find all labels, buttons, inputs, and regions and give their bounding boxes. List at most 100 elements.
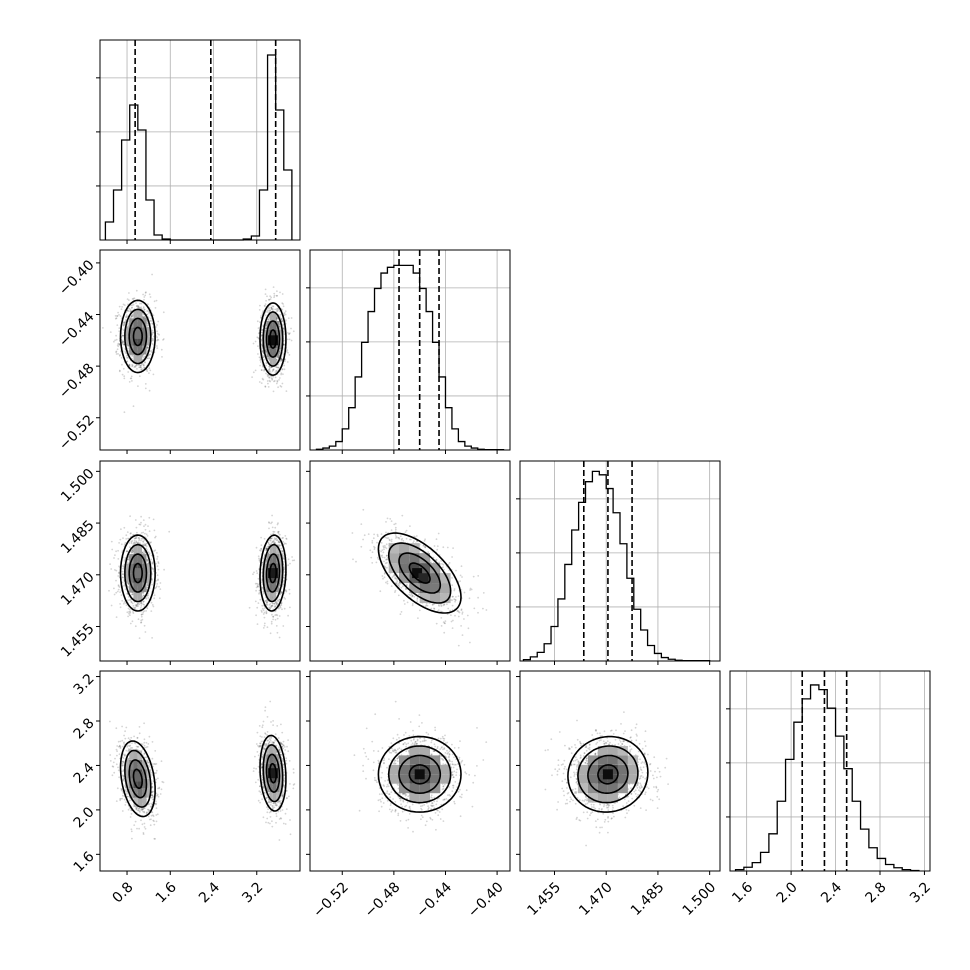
sample-point [135,289,138,292]
density-cell [133,336,138,346]
density-cell [124,573,130,583]
sample-point [265,372,267,375]
sample-point [281,319,283,322]
sample-point [154,763,157,766]
sample-point [155,586,158,589]
sample-point [116,324,119,326]
sample-point [275,613,278,616]
sample-point [151,567,154,569]
sample-point [265,549,268,551]
sample-point [118,542,120,544]
sample-point [143,315,146,318]
density-cell [137,544,143,555]
sample-point [114,315,117,317]
sample-point [155,803,157,806]
sample-point [258,591,261,594]
sample-point [122,757,125,759]
sample-point [261,583,264,586]
sample-point [127,737,130,740]
sample-point [158,333,161,336]
sample-point [158,585,160,588]
density-peak-cell [132,328,143,339]
sample-point [137,385,139,387]
sample-point [264,385,267,388]
sample-point [122,566,125,568]
sample-point [275,537,278,540]
sample-point [258,559,261,561]
sample-point [140,621,143,624]
sample-point [123,321,126,323]
sample-point [109,760,112,762]
sample-point [282,540,284,543]
sample-point [137,306,140,309]
density-cell [273,554,277,564]
sample-point [272,368,275,371]
sample-point [133,735,136,738]
sample-point [277,356,280,359]
sample-point [273,296,275,299]
sample-point [151,333,154,336]
sample-point [131,315,134,318]
sample-point [117,588,120,591]
sample-point [252,342,255,345]
sample-point [138,539,141,542]
sample-point [274,526,277,529]
sample-point [260,609,263,612]
sample-point [285,589,288,592]
sample-point [127,582,129,585]
sample-point [162,339,164,341]
sample-point [122,329,125,331]
sample-point [138,603,141,606]
density-cell [133,554,138,564]
sample-point [254,582,257,585]
sample-point [153,823,156,826]
contour-line [124,308,152,365]
sample-point [116,348,119,351]
sample-point [155,772,158,774]
sample-point [127,357,129,359]
sample-point [261,604,264,607]
sample-point [269,309,272,312]
sample-point [260,568,263,571]
sample-point [266,375,269,378]
density-cell [263,573,267,583]
sample-point [281,320,284,322]
sample-point [122,745,124,748]
sample-point [134,608,136,610]
sample-point [128,611,130,613]
contour-line [132,562,144,584]
sample-point [151,763,154,765]
sample-point [258,592,260,595]
sample-point [275,603,278,605]
sample-point [123,741,125,744]
sample-point [129,515,132,518]
sample-point [130,813,133,815]
sample-point [147,525,149,527]
sample-point [259,321,261,323]
sample-point [270,606,273,608]
sample-point [264,599,267,602]
sample-point [122,576,124,579]
sample-point [126,360,129,363]
sample-point [285,538,288,540]
sample-point [279,606,282,609]
sample-point [132,405,135,408]
contour-line [262,311,284,367]
sample-point [146,607,149,610]
sample-point [143,752,146,755]
sample-point [264,314,267,317]
sample-point [268,299,271,301]
sample-point [127,310,129,312]
sample-point [147,584,150,586]
density-cell [269,357,273,367]
sample-point [287,317,290,320]
sample-point [155,326,157,328]
sample-point [279,325,282,328]
sample-point [151,786,154,789]
hist-panel-background [730,671,930,871]
sample-point [264,386,267,388]
contour-line [265,320,281,358]
sample-point [273,602,276,605]
sample-point [266,380,269,382]
sample-point [283,542,286,545]
